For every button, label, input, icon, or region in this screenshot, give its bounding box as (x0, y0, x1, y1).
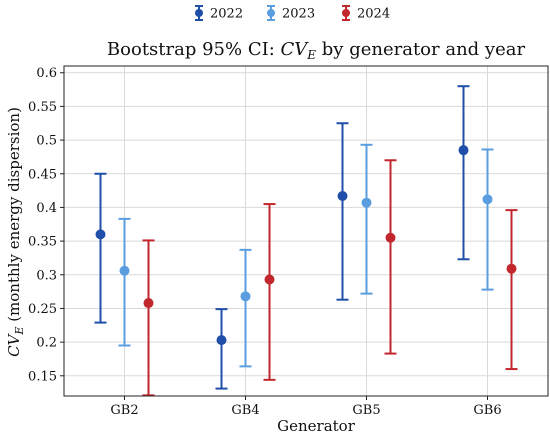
point-estimate (119, 265, 130, 276)
errorbar-2024-GB4 (263, 203, 276, 381)
point-estimate (482, 194, 493, 205)
x-tick-label: GB5 (352, 403, 380, 418)
legend-label: 2024 (357, 7, 390, 22)
y-tick-label: 0.6 (36, 66, 57, 81)
chart-title: Bootstrap 95% CI: CVE by generator and y… (107, 39, 526, 62)
errorbar-2023-GB2 (118, 217, 131, 347)
y-tick-label: 0.55 (28, 100, 57, 115)
errorbar-2023-GB6 (481, 148, 494, 291)
errorbar-2022-GB2 (94, 172, 107, 324)
errorbar-2022-GB4 (215, 308, 228, 390)
errorbar-2024-GB6 (505, 209, 518, 371)
x-tick-label: GB4 (231, 403, 259, 418)
y-tick-label: 0.2 (36, 336, 57, 351)
legend-marker-dot (267, 9, 275, 17)
errorbar-2024-GB5 (384, 159, 397, 355)
errorbar-2022-GB6 (457, 85, 470, 261)
x-axis-label: Generator (277, 417, 356, 435)
point-estimate (240, 291, 251, 302)
grid (64, 66, 548, 396)
legend-marker-dot (342, 9, 350, 17)
errorbar-2022-GB5 (336, 122, 349, 301)
chart-title-suffix: by generator and year (316, 39, 525, 60)
plot-frame (63, 65, 549, 397)
y-tick-label: 0.45 (28, 167, 57, 182)
legend-item-2022: 2022 (195, 5, 243, 22)
y-tick-label: 0.35 (28, 235, 57, 250)
point-estimate (361, 197, 372, 208)
x-axis-ticks: GB2 GB4 GB5 GB6 (110, 396, 502, 418)
x-tick-label: GB2 (110, 403, 138, 418)
point-estimate (506, 263, 517, 274)
y-axis-label: CVE (monthly energy dispersion) (5, 107, 26, 357)
y-tick-label: 0.15 (28, 369, 57, 384)
legend-item-2024: 2024 (342, 5, 390, 22)
y-tick-label: 0.3 (36, 268, 57, 283)
y-axis-ticks: 0.15 0.2 0.25 0.3 0.35 0.4 0.45 0.5 0.55 0.6 (28, 66, 64, 384)
point-estimate (337, 190, 348, 201)
y-axis-label-sub: E (13, 327, 26, 336)
y-axis-label-suffix: (monthly energy dispersion) (5, 107, 23, 326)
point-estimate (95, 229, 106, 240)
errorbar-2023-GB5 (360, 143, 373, 295)
legend-label: 2023 (282, 7, 315, 22)
point-estimate (264, 274, 275, 285)
point-estimate (143, 298, 154, 309)
point-estimate (385, 232, 396, 243)
errorbar-2024-GB2 (142, 239, 155, 397)
legend-label: 2022 (210, 7, 243, 22)
legend-item-2023: 2023 (267, 5, 315, 22)
errorbar-2023-GB4 (239, 248, 252, 368)
y-tick-label: 0.4 (36, 201, 57, 216)
y-tick-label: 0.25 (28, 302, 57, 317)
y-tick-label: 0.5 (36, 134, 57, 149)
chart-title-prefix: Bootstrap 95% CI: (107, 39, 281, 60)
data-marks (94, 85, 518, 397)
point-estimate (458, 145, 469, 156)
point-estimate (216, 335, 227, 346)
chart-title-math: CV (281, 39, 310, 60)
chart-title-sub: E (306, 48, 316, 62)
y-axis-label-math: CV (5, 332, 23, 356)
legend: 2022 2023 2024 (195, 5, 390, 22)
x-tick-label: GB6 (473, 403, 501, 418)
legend-marker-dot (195, 9, 203, 17)
